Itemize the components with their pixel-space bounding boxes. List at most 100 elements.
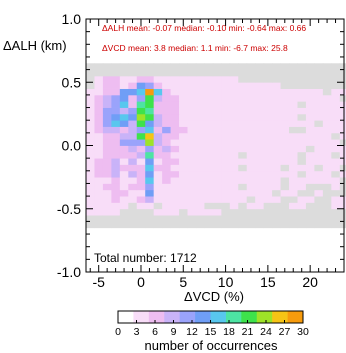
y-tick-label: 0.5 bbox=[62, 74, 82, 90]
heatmap-cell bbox=[229, 82, 239, 89]
heatmap-cell bbox=[221, 94, 231, 102]
heatmap-cell bbox=[153, 177, 163, 184]
heatmap-cell bbox=[331, 164, 341, 172]
heatmap-cell bbox=[187, 183, 197, 191]
heatmap-cell bbox=[195, 139, 205, 146]
heatmap-cell bbox=[221, 139, 231, 146]
heatmap-cell bbox=[255, 132, 265, 140]
heatmap-cell bbox=[297, 215, 307, 222]
heatmap-cell bbox=[263, 177, 273, 184]
heatmap-cell bbox=[136, 202, 146, 210]
heatmap-cell bbox=[263, 202, 273, 210]
heatmap-cell bbox=[94, 196, 104, 203]
heatmap-cell bbox=[162, 94, 171, 102]
heatmap-cell bbox=[179, 101, 188, 108]
heatmap-cell bbox=[204, 101, 214, 108]
heatmap-cell bbox=[229, 94, 239, 102]
heatmap-cell bbox=[297, 126, 307, 134]
heatmap-cell bbox=[153, 170, 163, 178]
heatmap-cell bbox=[246, 82, 256, 89]
heatmap-cell bbox=[229, 75, 239, 83]
heatmap-cell bbox=[322, 132, 332, 140]
heatmap-cell bbox=[128, 158, 138, 165]
heatmap-cell bbox=[94, 82, 104, 89]
heatmap-cell bbox=[145, 221, 155, 229]
heatmap-cell bbox=[339, 63, 346, 70]
heatmap-cell bbox=[289, 145, 298, 153]
heatmap-cell bbox=[187, 208, 197, 216]
heatmap-cell bbox=[179, 189, 188, 197]
heatmap-cell bbox=[136, 69, 146, 77]
colorbar-tick-label: 27 bbox=[279, 326, 291, 338]
heatmap-cell bbox=[162, 164, 171, 172]
heatmap-cell bbox=[339, 196, 346, 203]
heatmap-cell bbox=[86, 88, 95, 96]
heatmap-cell bbox=[339, 75, 346, 83]
heatmap-cell bbox=[289, 132, 298, 140]
heatmap-cell bbox=[86, 158, 95, 165]
heatmap-cell bbox=[221, 120, 231, 127]
heatmap-cell bbox=[246, 164, 256, 172]
heatmap-cell bbox=[289, 183, 298, 191]
heatmap-cell bbox=[119, 221, 129, 229]
heatmap-cell bbox=[289, 107, 298, 115]
heatmap-cell bbox=[255, 202, 265, 210]
heatmap-cell bbox=[187, 88, 197, 96]
heatmap-cell bbox=[102, 101, 112, 108]
heatmap-cell bbox=[246, 126, 256, 134]
heatmap-cell bbox=[111, 94, 121, 102]
y-tick-label: 1.0 bbox=[62, 11, 82, 27]
heatmap-cell bbox=[221, 215, 231, 222]
heatmap-cell bbox=[229, 177, 239, 184]
heatmap-cell bbox=[86, 202, 95, 210]
heatmap-cell bbox=[238, 101, 248, 108]
heatmap-cells bbox=[86, 63, 346, 229]
heatmap-cell bbox=[339, 139, 346, 146]
heatmap-cell bbox=[153, 139, 163, 146]
heatmap-cell bbox=[212, 183, 222, 191]
heatmap-cell bbox=[212, 158, 222, 165]
heatmap-cell bbox=[195, 88, 205, 96]
heatmap-cell bbox=[94, 215, 104, 222]
heatmap-cell bbox=[111, 189, 121, 197]
heatmap-cell bbox=[289, 202, 298, 210]
heatmap-cell bbox=[280, 94, 290, 102]
heatmap-cell bbox=[229, 164, 239, 172]
heatmap-cell bbox=[331, 170, 341, 178]
heatmap-cell bbox=[322, 120, 332, 127]
heatmap-cell bbox=[314, 126, 324, 134]
heatmap-cell bbox=[179, 132, 188, 140]
heatmap-cell bbox=[179, 215, 188, 222]
heatmap-cell bbox=[94, 75, 104, 83]
heatmap-cell bbox=[322, 82, 332, 89]
heatmap-cell bbox=[204, 145, 214, 153]
heatmap-cell bbox=[272, 208, 281, 216]
heatmap-cell bbox=[255, 69, 265, 77]
heatmap-cell bbox=[179, 88, 188, 96]
heatmap-cell bbox=[204, 183, 214, 191]
heatmap-cell bbox=[263, 170, 273, 178]
heatmap-cell bbox=[314, 88, 324, 96]
heatmap-cell bbox=[204, 202, 214, 210]
heatmap-cell bbox=[229, 101, 239, 108]
colorbar-swatch bbox=[164, 311, 180, 323]
heatmap-cell bbox=[162, 69, 171, 77]
heatmap-cell bbox=[162, 113, 171, 121]
heatmap-cell bbox=[128, 82, 138, 89]
heatmap-cell bbox=[187, 126, 197, 134]
y-tick-label: -0.5 bbox=[57, 201, 81, 217]
heatmap-cell bbox=[212, 132, 222, 140]
heatmap-cell bbox=[255, 94, 265, 102]
heatmap-cell bbox=[128, 164, 138, 172]
heatmap-cell bbox=[119, 82, 129, 89]
heatmap-cell bbox=[246, 208, 256, 216]
heatmap-cell bbox=[204, 63, 214, 70]
heatmap-cell bbox=[314, 145, 324, 153]
heatmap-cell bbox=[153, 75, 163, 83]
heatmap-cell bbox=[280, 69, 290, 77]
heatmap-cell bbox=[255, 82, 265, 89]
heatmap-cell bbox=[195, 208, 205, 216]
heatmap-cell bbox=[272, 75, 281, 83]
heatmap-cell bbox=[94, 158, 104, 165]
heatmap-cell bbox=[229, 183, 239, 191]
